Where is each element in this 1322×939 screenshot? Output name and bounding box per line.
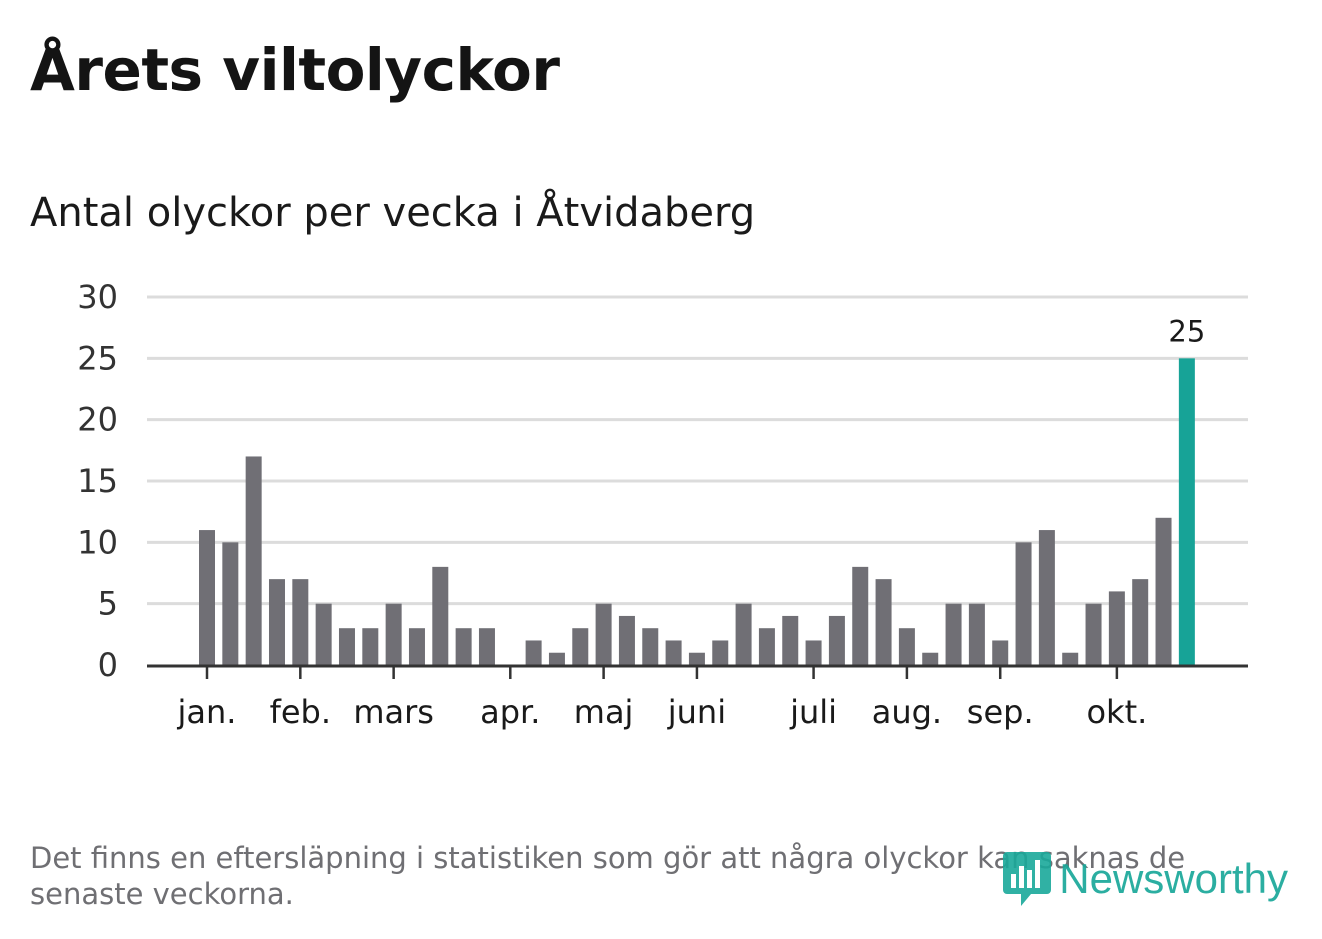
bar	[199, 530, 215, 665]
bar	[875, 579, 892, 665]
chart-subtitle: Antal olyckor per vecka i Åtvidaberg	[30, 190, 756, 236]
bar-highlight	[1178, 358, 1195, 665]
brand-name: Newsworthy	[1059, 855, 1288, 902]
y-axis-ticks: 0 5 10 15 20 25 30	[77, 278, 118, 684]
bar	[455, 628, 472, 665]
x-tick-label: okt.	[1086, 693, 1147, 731]
bar	[922, 652, 939, 665]
bar	[642, 628, 659, 665]
bar	[735, 603, 752, 665]
data-label-highlight: 25	[1168, 314, 1205, 348]
x-tick-label: sep.	[967, 693, 1034, 731]
bar	[385, 603, 402, 665]
y-tick-label: 0	[98, 646, 118, 684]
data-labels: 25	[1168, 314, 1205, 348]
bar	[525, 640, 542, 665]
bar-chart: 0 5 10 15 20 25 30 jan. feb. mars apr. maj juni juli…	[77, 278, 1248, 731]
bar	[968, 603, 985, 665]
x-tick-label: mars	[353, 693, 434, 731]
x-tick-label: feb.	[270, 693, 331, 731]
bar	[1038, 530, 1055, 665]
x-tick-label: maj	[574, 693, 634, 731]
bar	[758, 628, 775, 665]
y-tick-label: 10	[77, 523, 118, 561]
bar	[1155, 517, 1172, 665]
grid-lines	[147, 295, 1248, 606]
bar	[245, 456, 262, 665]
bar	[315, 603, 332, 665]
bar	[595, 603, 612, 665]
bar	[478, 628, 495, 665]
y-tick-label: 5	[98, 585, 118, 623]
bar	[992, 640, 1009, 665]
bar	[432, 566, 449, 665]
x-tick-label: juni	[667, 693, 726, 731]
x-tick-label: jan.	[177, 693, 237, 731]
bar	[712, 640, 729, 665]
bar	[1132, 579, 1149, 665]
bar	[1062, 652, 1079, 665]
bar	[898, 628, 915, 665]
y-tick-label: 20	[77, 401, 118, 439]
chart-title: Årets viltolyckor	[30, 36, 560, 104]
bar	[1085, 603, 1102, 665]
bar	[548, 652, 565, 665]
newsworthy-logo-icon	[1003, 852, 1052, 906]
bar	[1108, 591, 1125, 665]
bar	[222, 542, 239, 665]
bar	[338, 628, 355, 665]
bar	[292, 579, 309, 665]
bar	[1015, 542, 1032, 665]
bar	[268, 579, 285, 665]
bar	[618, 615, 635, 665]
bar	[362, 628, 379, 665]
bar	[945, 603, 962, 665]
x-tick-label: aug.	[872, 693, 942, 731]
brand-logo: Newsworthy	[1001, 848, 1288, 910]
y-tick-label: 30	[77, 278, 118, 316]
x-tick-label: juli	[789, 693, 837, 731]
bar	[805, 640, 822, 665]
bar	[852, 566, 869, 665]
x-axis-ticks: jan. feb. mars apr. maj juni juli aug. sep. okt.	[177, 667, 1147, 731]
bar	[828, 615, 845, 665]
bars	[199, 358, 1195, 665]
bar	[688, 652, 705, 665]
footnote: Det finns en eftersläpning i statistiken…	[30, 841, 1186, 911]
x-tick-label: apr.	[480, 693, 540, 731]
bar	[665, 640, 682, 665]
y-tick-label: 15	[77, 462, 118, 500]
y-tick-label: 25	[77, 339, 118, 377]
bar	[572, 628, 589, 665]
bar	[782, 615, 799, 665]
bar	[408, 628, 425, 665]
